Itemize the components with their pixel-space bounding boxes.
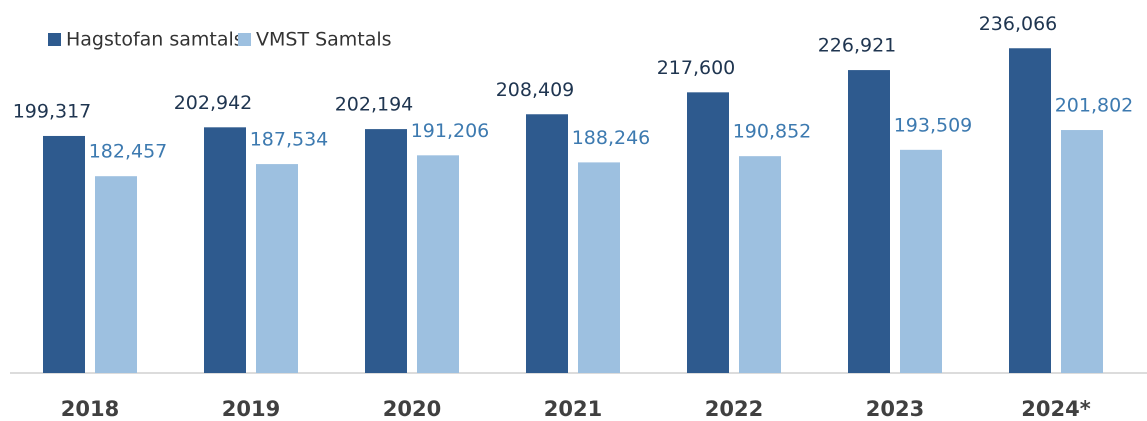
- data-label: 202,194: [335, 94, 414, 116]
- x-tick-label: 2023: [866, 397, 924, 421]
- data-label: 187,534: [250, 129, 329, 151]
- bar: [900, 149, 942, 373]
- bar: [687, 92, 729, 373]
- data-label: 199,317: [13, 100, 92, 122]
- legend-swatch: [238, 33, 251, 46]
- bar: [1009, 48, 1051, 374]
- x-tick-label: 2021: [544, 397, 602, 421]
- legend-swatch: [48, 33, 61, 46]
- legend-label: VMST Samtals: [256, 29, 392, 51]
- bar: [848, 70, 890, 373]
- bar: [256, 164, 298, 373]
- bar: [1061, 130, 1103, 373]
- data-label: 182,457: [89, 141, 168, 163]
- data-label: 190,852: [733, 121, 812, 143]
- data-label: 188,246: [572, 127, 651, 149]
- x-tick-label: 2018: [61, 397, 119, 421]
- bar: [417, 155, 459, 373]
- x-tick-label: 2022: [705, 397, 763, 421]
- data-label: 236,066: [979, 13, 1058, 35]
- bar: [95, 176, 137, 373]
- data-label: 193,509: [894, 114, 973, 136]
- bar: [578, 162, 620, 373]
- data-label: 201,802: [1055, 95, 1134, 117]
- x-tick-label: 2024*: [1021, 397, 1090, 421]
- bar: [526, 114, 568, 373]
- bar: [204, 127, 246, 373]
- data-label: 217,600: [657, 57, 736, 79]
- data-label: 226,921: [818, 35, 897, 57]
- x-tick-label: 2019: [222, 397, 280, 421]
- legend-label: Hagstofan samtals: [66, 29, 244, 51]
- data-label: 191,206: [411, 120, 490, 142]
- bar: [739, 156, 781, 373]
- x-tick-label: 2020: [383, 397, 441, 421]
- data-label: 208,409: [496, 79, 575, 101]
- bar: [43, 135, 85, 373]
- data-label: 202,942: [174, 92, 253, 114]
- bar: [365, 129, 407, 373]
